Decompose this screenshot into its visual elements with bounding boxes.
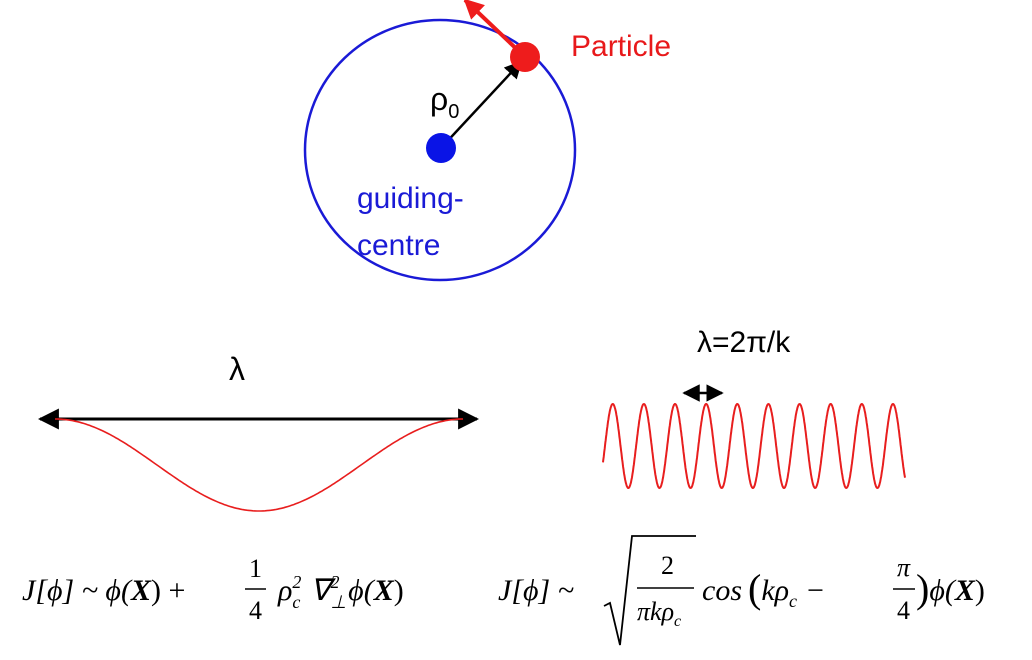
long-wave-formula: J[ϕ] ~ ϕ(X) + <box>22 574 185 607</box>
short-wave-tail: )ϕ(X) <box>916 566 985 611</box>
sqrt-den: πkρc <box>637 597 681 630</box>
short-wave-lhs: J[ϕ] ~ <box>498 574 574 607</box>
short-pi-den: 4 <box>897 596 910 625</box>
long-wave-formula-tail: ρ2 c ∇2 ⊥ϕ(X) <box>277 572 404 612</box>
guiding-centre-label-line1: guiding- <box>357 182 464 215</box>
long-frac-num: 1 <box>249 554 262 583</box>
gyro-orbit-circle <box>303 18 577 282</box>
gyro-orbit-group: Particle ρ0 guiding- centre <box>303 0 671 282</box>
short-wave-curve <box>602 402 906 490</box>
particle-dot <box>510 42 540 72</box>
short-cos-part: cos (kρc − <box>702 566 824 611</box>
short-wave-group: λ=2π/k J[ϕ] ~ 2 πkρc cos (kρc − π 4 )ϕ(X) <box>498 326 985 646</box>
short-lambda-label: λ=2π/k <box>697 326 791 359</box>
long-frac-den: 4 <box>249 596 262 625</box>
long-wave-group: λ J[ϕ] ~ ϕ(X) + 1 4 ρ2 c ∇2 ⊥ϕ(X) <box>22 351 480 625</box>
gyroradius-arrow <box>440 60 523 149</box>
long-wave-curve <box>55 418 463 512</box>
short-pi-num: π <box>897 553 911 582</box>
sqrt-sign <box>603 535 696 646</box>
guiding-centre-label-line2: centre <box>357 229 440 262</box>
sqrt-num: 2 <box>661 551 674 580</box>
particle-label: Particle <box>571 30 671 63</box>
long-lambda-label: λ <box>229 351 245 387</box>
guiding-centre-dot <box>426 133 456 163</box>
gyroradius-label: ρ0 <box>430 81 459 123</box>
